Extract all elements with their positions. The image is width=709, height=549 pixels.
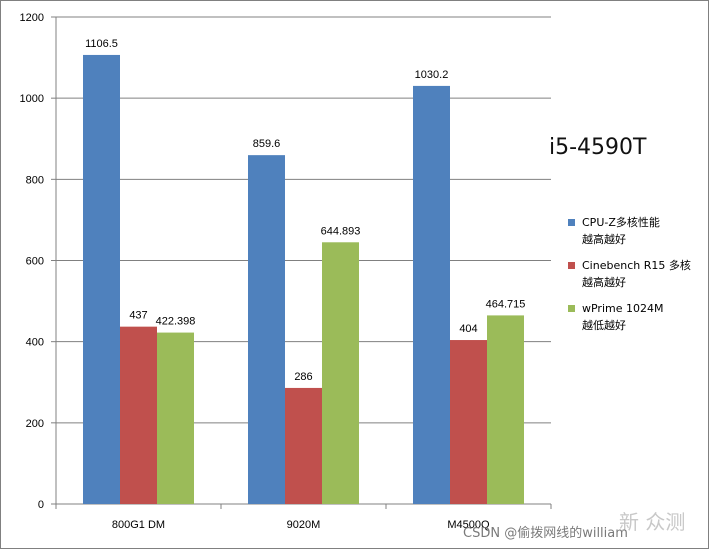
y-tick-label: 200 bbox=[26, 418, 44, 430]
watermark-brand: 新 众测 bbox=[619, 510, 685, 534]
y-tick-label: 600 bbox=[26, 256, 44, 268]
y-tick-label: 400 bbox=[26, 337, 44, 349]
y-tick-label: 1200 bbox=[20, 12, 44, 24]
y-tick-label: 1000 bbox=[20, 93, 44, 105]
data-label: 644.893 bbox=[321, 225, 361, 237]
legend-label: CPU-Z多核性能 bbox=[582, 215, 660, 229]
legend-swatch bbox=[568, 305, 575, 312]
watermark-text: CSDN @偷拨网线的william bbox=[463, 525, 628, 541]
legend-label: 越高越好 bbox=[582, 275, 626, 289]
data-label: 422.398 bbox=[156, 316, 196, 328]
data-label: 1106.5 bbox=[85, 38, 118, 50]
bar bbox=[248, 155, 285, 504]
bar bbox=[413, 85, 450, 505]
bar bbox=[83, 54, 120, 505]
x-tick-label: M4500Q bbox=[447, 519, 490, 531]
bar bbox=[157, 332, 194, 504]
data-label: 464.715 bbox=[486, 298, 526, 310]
legend-label: Cinebench R15 多核 bbox=[582, 258, 691, 272]
data-label: 1030.2 bbox=[415, 69, 449, 81]
bars bbox=[83, 54, 524, 505]
chart-annotation: i5-4590T bbox=[549, 135, 647, 160]
bar bbox=[322, 242, 359, 504]
legend-swatch bbox=[568, 219, 575, 226]
legend-label: wPrime 1024M bbox=[582, 302, 663, 315]
bar bbox=[120, 326, 157, 504]
legend-swatch bbox=[568, 262, 575, 269]
x-tick-label: 9020M bbox=[287, 519, 321, 531]
data-labels: 1106.5 437 422.398 859.6 286 644.893 1030.2 404… bbox=[85, 38, 525, 383]
y-tick-label: 0 bbox=[38, 499, 44, 511]
data-label: 404 bbox=[459, 323, 477, 335]
data-label: 286 bbox=[294, 371, 312, 383]
bar bbox=[285, 387, 322, 504]
bar bbox=[450, 340, 487, 504]
legend-label: 越低越好 bbox=[582, 318, 626, 332]
data-label: 437 bbox=[129, 310, 147, 322]
x-tick-label: 800G1 DM bbox=[112, 519, 165, 531]
legend-label: 越高越好 bbox=[582, 232, 626, 246]
bar bbox=[487, 315, 524, 504]
y-tick-label: 800 bbox=[26, 174, 44, 186]
data-label: 859.6 bbox=[253, 138, 281, 150]
